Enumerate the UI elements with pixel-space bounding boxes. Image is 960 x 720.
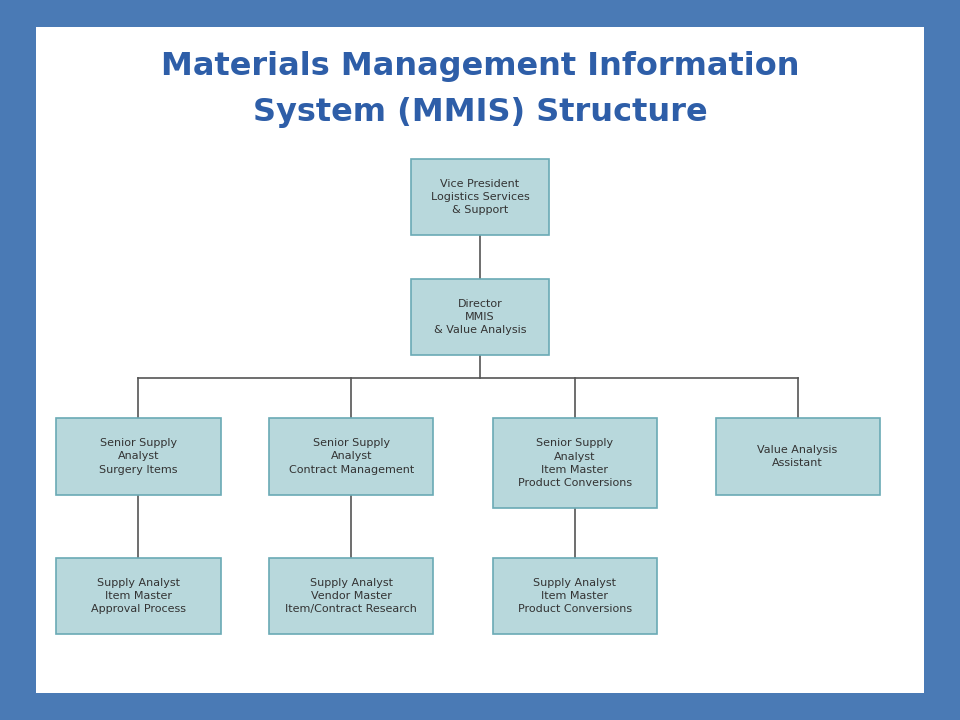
FancyBboxPatch shape — [270, 418, 433, 495]
Text: Supply Analyst
Item Master
Product Conversions: Supply Analyst Item Master Product Conve… — [517, 578, 632, 614]
FancyBboxPatch shape — [492, 558, 657, 634]
Text: Senior Supply
Analyst
Surgery Items: Senior Supply Analyst Surgery Items — [99, 438, 178, 474]
Text: Supply Analyst
Item Master
Approval Process: Supply Analyst Item Master Approval Proc… — [91, 578, 186, 614]
FancyBboxPatch shape — [715, 418, 879, 495]
Text: Materials Management Information: Materials Management Information — [160, 50, 800, 81]
Text: Supply Analyst
Vendor Master
Item/Contract Research: Supply Analyst Vendor Master Item/Contra… — [285, 578, 418, 614]
FancyBboxPatch shape — [411, 158, 549, 235]
Text: Value Analysis
Assistant: Value Analysis Assistant — [757, 445, 838, 468]
Text: Vice President
Logistics Services
& Support: Vice President Logistics Services & Supp… — [431, 179, 529, 215]
FancyBboxPatch shape — [57, 558, 221, 634]
Text: Director
MMIS
& Value Analysis: Director MMIS & Value Analysis — [434, 299, 526, 335]
FancyBboxPatch shape — [57, 418, 221, 495]
FancyBboxPatch shape — [270, 558, 433, 634]
Text: System (MMIS) Structure: System (MMIS) Structure — [252, 97, 708, 128]
Text: Senior Supply
Analyst
Contract Management: Senior Supply Analyst Contract Managemen… — [289, 438, 414, 474]
FancyBboxPatch shape — [411, 279, 549, 355]
Text: Senior Supply
Analyst
Item Master
Product Conversions: Senior Supply Analyst Item Master Produc… — [517, 438, 632, 488]
FancyBboxPatch shape — [492, 418, 657, 508]
